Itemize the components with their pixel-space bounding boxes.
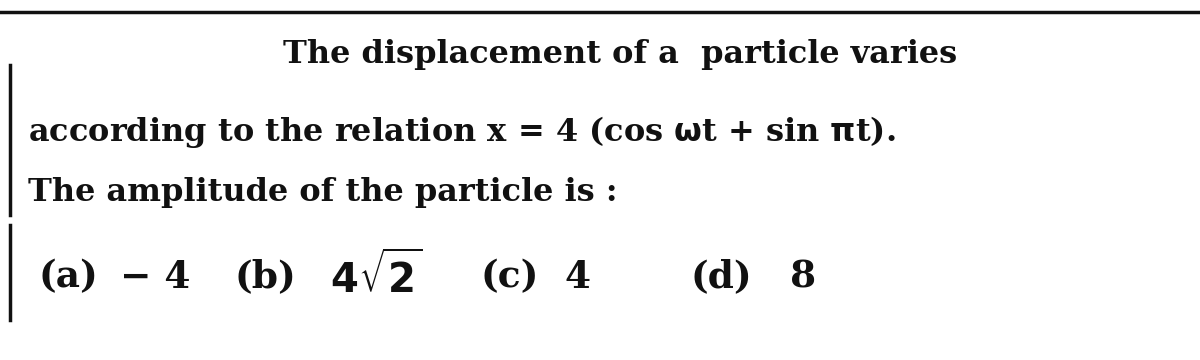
- Text: (b): (b): [235, 258, 296, 296]
- Text: 8: 8: [790, 258, 816, 296]
- Text: − 4: − 4: [120, 258, 191, 296]
- Text: (c): (c): [480, 258, 539, 296]
- Text: (a): (a): [38, 258, 98, 296]
- Text: $\mathbf{4\sqrt{2}}$: $\mathbf{4\sqrt{2}}$: [330, 252, 422, 302]
- Text: The amplitude of the particle is :: The amplitude of the particle is :: [28, 176, 618, 207]
- Text: (d): (d): [690, 258, 751, 296]
- Text: according to the relation x = 4 (cos $\mathbf{\omega}$t + sin $\mathbf{\pi}$t).: according to the relation x = 4 (cos $\m…: [28, 114, 895, 150]
- Text: The displacement of a  particle varies: The displacement of a particle varies: [283, 40, 958, 71]
- Text: 4: 4: [565, 258, 592, 296]
